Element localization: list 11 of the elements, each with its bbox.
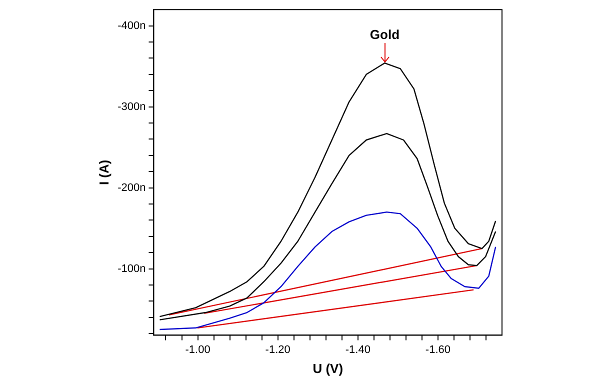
y-axis-title: I (A) bbox=[96, 160, 112, 186]
y-tick-label: -100n bbox=[118, 262, 146, 275]
x-axis-title: U (V) bbox=[312, 360, 344, 376]
x-tick-label: -1.20 bbox=[265, 344, 290, 356]
y-tick-label: -300n bbox=[118, 100, 146, 113]
y-tick-label: -400n bbox=[118, 20, 146, 32]
x-tick-label: -1.60 bbox=[425, 344, 450, 356]
y-tick-label: -200n bbox=[118, 182, 146, 194]
annotation: Gold bbox=[370, 27, 400, 42]
x-tick-label: -1.40 bbox=[345, 344, 370, 356]
x-tick-label: -1.00 bbox=[185, 344, 210, 356]
